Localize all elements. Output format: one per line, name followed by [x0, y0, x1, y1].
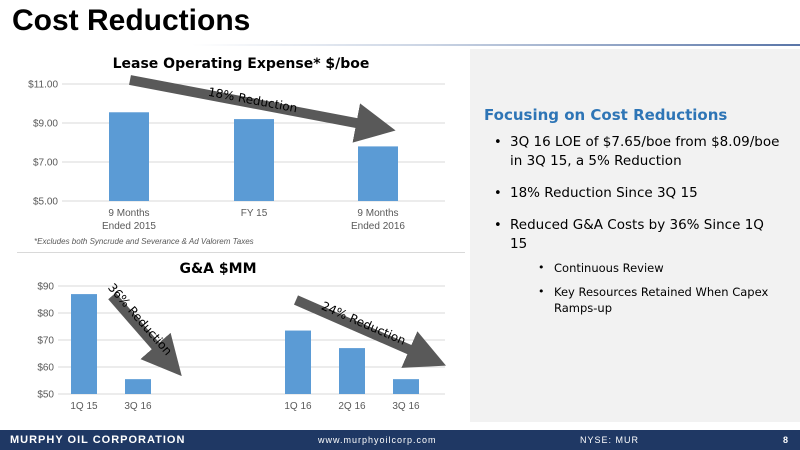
loe-bars	[109, 112, 398, 201]
ga-chart-title: G&A $MM	[179, 261, 256, 277]
ga-bar	[71, 294, 97, 394]
ga-x-tick-label: 1Q 16	[284, 401, 312, 412]
bullet-item-text: Reduced G&A Costs by 36% Since 1Q 15	[510, 217, 764, 252]
bullet-item: 3Q 16 LOE of $7.65/boe from $8.09/boe in…	[484, 133, 784, 171]
ga-y-tick-label: $80	[37, 309, 54, 320]
ga-24-reduction-label: 24% Reduction	[319, 299, 408, 348]
loe-x-axis: 9 Months Ended 2015 FY 15 9 Months Ended 201…	[102, 208, 405, 232]
ga-bar	[339, 348, 365, 394]
loe-reduction-arrow	[129, 75, 396, 143]
ga-y-axis: $50 $60 $70 $80 $90	[37, 282, 54, 401]
loe-bar	[358, 146, 398, 201]
ga-y-tick-label: $60	[37, 363, 54, 374]
loe-x-tick-label: 9 Months	[108, 208, 149, 219]
ga-bars	[71, 294, 419, 394]
footer-bar: MURPHY OIL CORPORATION www.murphyoilcorp…	[0, 430, 800, 450]
ga-x-tick-label: 3Q 16	[124, 401, 152, 412]
title-rule	[192, 44, 800, 46]
ga-x-tick-label: 2Q 16	[338, 401, 366, 412]
loe-chart-title: Lease Operating Expense* $/boe	[113, 56, 370, 72]
ga-y-tick-label: $90	[37, 282, 54, 293]
footer-ticker: NYSE: MUR	[580, 435, 640, 445]
loe-y-tick-label: $7.00	[33, 158, 58, 169]
focus-heading: Focusing on Cost Reductions	[484, 106, 728, 124]
loe-reduction-label: 18% Reduction	[207, 85, 299, 116]
loe-x-tick-label: 9 Months	[357, 208, 398, 219]
sub-bullet-item: Continuous Review	[510, 260, 784, 276]
ga-x-axis: 1Q 15 3Q 16 1Q 16 2Q 16 3Q 16	[70, 401, 420, 412]
charts-svg: Lease Operating Expense* $/boe $5.00 $7.0…	[28, 56, 446, 412]
ga-36-reduction-label: 36% Reduction	[105, 281, 175, 358]
ga-x-tick-label: 3Q 16	[392, 401, 420, 412]
loe-x-tick-label: Ended 2016	[351, 221, 405, 232]
right-text-block: Focusing on Cost Reductions 3Q 16 LOE of…	[484, 106, 784, 329]
ga-y-tick-label: $70	[37, 336, 54, 347]
loe-y-axis: $5.00 $7.00 $9.00 $11.00	[28, 80, 58, 208]
loe-x-tick-label: Ended 2015	[102, 221, 156, 232]
footer-page-number: 8	[782, 435, 788, 445]
ga-bar	[285, 330, 311, 394]
loe-y-tick-label: $9.00	[33, 119, 58, 130]
ga-y-tick-label: $50	[37, 390, 54, 401]
loe-footnote: *Excludes both Syncrude and Severance & …	[34, 237, 254, 246]
panel-divider	[17, 252, 465, 253]
loe-bar	[109, 112, 149, 201]
loe-chart: Lease Operating Expense* $/boe $5.00 $7.0…	[28, 56, 445, 246]
ga-bar	[125, 379, 151, 394]
slide-title: Cost Reductions	[12, 4, 251, 37]
loe-x-tick-label: FY 15	[241, 208, 268, 219]
loe-y-tick-label: $5.00	[33, 197, 58, 208]
footer-website-link[interactable]: www.murphyoilcorp.com	[318, 435, 437, 445]
bullet-item: Reduced G&A Costs by 36% Since 1Q 15 Con…	[484, 216, 784, 316]
ga-x-tick-label: 1Q 15	[70, 401, 98, 412]
loe-bar	[234, 119, 274, 201]
footer-company-name: MURPHY OIL CORPORATION	[10, 434, 186, 446]
ga-24-reduction-arrow	[293, 295, 446, 368]
bullet-list: 3Q 16 LOE of $7.65/boe from $8.09/boe in…	[484, 133, 784, 316]
bullet-item: 18% Reduction Since 3Q 15	[484, 184, 784, 203]
sub-bullet-list: Continuous Review Key Resources Retained…	[510, 260, 784, 316]
loe-y-tick-label: $11.00	[28, 80, 58, 91]
ga-bar	[393, 379, 419, 394]
ga-chart: G&A $MM $50 $60 $70 $80 $90 1Q 15 3Q 16 1Q 16 2…	[37, 261, 446, 412]
sub-bullet-item: Key Resources Retained When Capex Ramps-…	[510, 284, 784, 316]
ga-36-reduction-arrow	[108, 292, 182, 377]
